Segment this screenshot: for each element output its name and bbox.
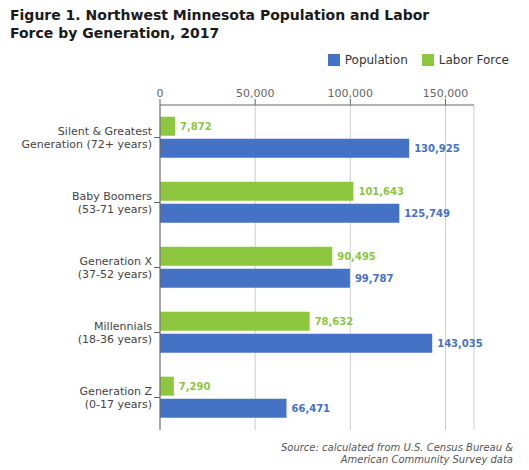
svg-text:150,000: 150,000 (423, 87, 469, 100)
svg-text:Millennials(18-36 years): Millennials(18-36 years) (78, 320, 153, 346)
svg-text:Generation X(37-52 years): Generation X(37-52 years) (78, 255, 153, 281)
svg-text:50,000: 50,000 (236, 87, 275, 100)
svg-text:7,290: 7,290 (179, 381, 211, 392)
svg-text:Baby Boomers(53-71 years): Baby Boomers(53-71 years) (72, 190, 152, 216)
svg-text:130,925: 130,925 (414, 143, 460, 154)
svg-text:125,749: 125,749 (404, 208, 450, 219)
svg-text:100,000: 100,000 (328, 87, 374, 100)
svg-text:78,632: 78,632 (315, 316, 354, 327)
html-text:Source: calculated from U.S. C: Source: calculated from U.S. Census Bure… (281, 442, 513, 465)
svg-text:0: 0 (157, 87, 164, 100)
svg-text:Silent & GreatestGeneration (7: Silent & GreatestGeneration (72+ years) (22, 125, 153, 151)
svg-text:90,495: 90,495 (337, 251, 376, 262)
svg-text:Generation Z(0-17 years): Generation Z(0-17 years) (80, 385, 153, 411)
svg-text:7,872: 7,872 (180, 121, 212, 132)
svg-text:66,471: 66,471 (291, 403, 330, 414)
svg-text:143,035: 143,035 (437, 338, 483, 349)
html-text:Labor Force: Labor Force (438, 53, 509, 67)
svg-text:99,787: 99,787 (355, 273, 394, 284)
html-text:Population: Population (344, 53, 408, 67)
svg-text:101,643: 101,643 (358, 186, 404, 197)
html-text:Figure 1. Northwest Minnesota: Figure 1. Northwest Minnesota Population… (10, 7, 430, 41)
